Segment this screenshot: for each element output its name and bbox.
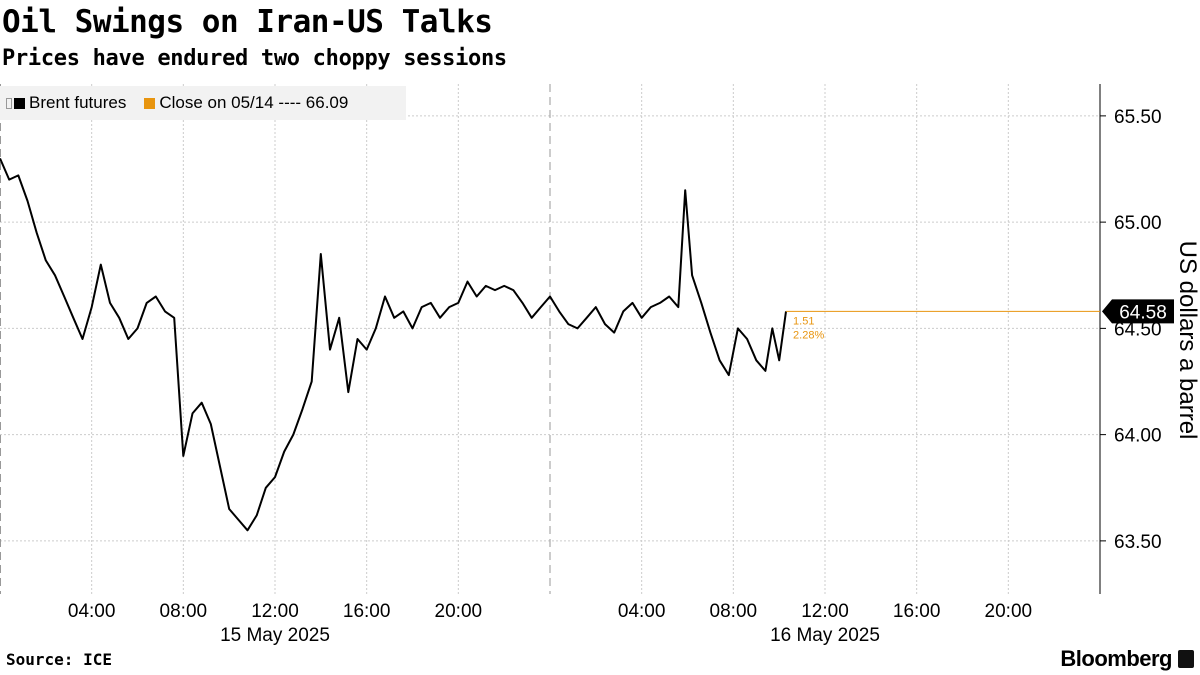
bloomberg-logo: Bloomberg (1060, 646, 1194, 672)
x-tick-label: 20:00 (985, 601, 1033, 622)
plot-area: 1.51 2.28% (0, 158, 1100, 532)
y-tick-label: 64.50 (1114, 319, 1162, 340)
source-note: Source: ICE (6, 650, 112, 669)
x-axis: 04:00 08:00 12:00 16:00 20:00 04:00 08:00 12:00… (68, 601, 1032, 646)
bloomberg-terminal-icon (1178, 650, 1194, 668)
last-value-label: 64.58 (1119, 302, 1167, 323)
legend-item-close[interactable]: Close on 05/14 ---- 66.09 (144, 93, 348, 113)
legend-item-brent[interactable]: Brent futures (14, 93, 126, 113)
x-tick-label: 20:00 (435, 601, 483, 622)
x-tick-label: 04:00 (618, 601, 666, 622)
x-tick-label: 16:00 (343, 601, 391, 622)
legend-swatch-brent (14, 97, 25, 109)
x-tick-label: 08:00 (710, 601, 758, 622)
last-value-badge (1102, 299, 1174, 324)
x-tick-label: 04:00 (68, 601, 116, 622)
y-tick-label: 63.50 (1114, 532, 1162, 553)
x-tick-label: 12:00 (801, 601, 849, 622)
legend-label-brent: Brent futures (29, 93, 127, 112)
y-axis-label: US dollars a barrel (1174, 240, 1200, 440)
chart-subtitle: Prices have endured two choppy sessions (2, 46, 507, 71)
y-tick-label: 65.00 (1114, 213, 1162, 234)
series-line-brent (0, 158, 787, 532)
x-date-label: 16 May 2025 (770, 625, 880, 646)
chart-title: Oil Swings on Iran-US Talks (2, 4, 493, 40)
y-axis: 63.50 64.00 64.50 65.00 65.50 64.58 (1099, 84, 1174, 594)
legend: Brent futures Close on 05/14 ---- 66.09 (0, 86, 406, 120)
x-tick-label: 08:00 (160, 601, 208, 622)
grid-lines (0, 84, 1100, 594)
y-tick-label: 65.50 (1114, 107, 1162, 128)
legend-handle-icon[interactable] (6, 97, 12, 109)
x-tick-label: 16:00 (893, 601, 941, 622)
x-tick-label: 12:00 (251, 601, 299, 622)
legend-swatch-close (144, 97, 156, 109)
change-abs-label: 1.51 (793, 315, 814, 327)
x-date-label: 15 May 2025 (220, 625, 330, 646)
y-tick-label: 64.00 (1114, 426, 1162, 447)
legend-label-close: Close on 05/14 ---- 66.09 (159, 93, 349, 112)
brand-name: Bloomberg (1060, 646, 1172, 671)
change-pct-label: 2.28% (793, 329, 824, 341)
